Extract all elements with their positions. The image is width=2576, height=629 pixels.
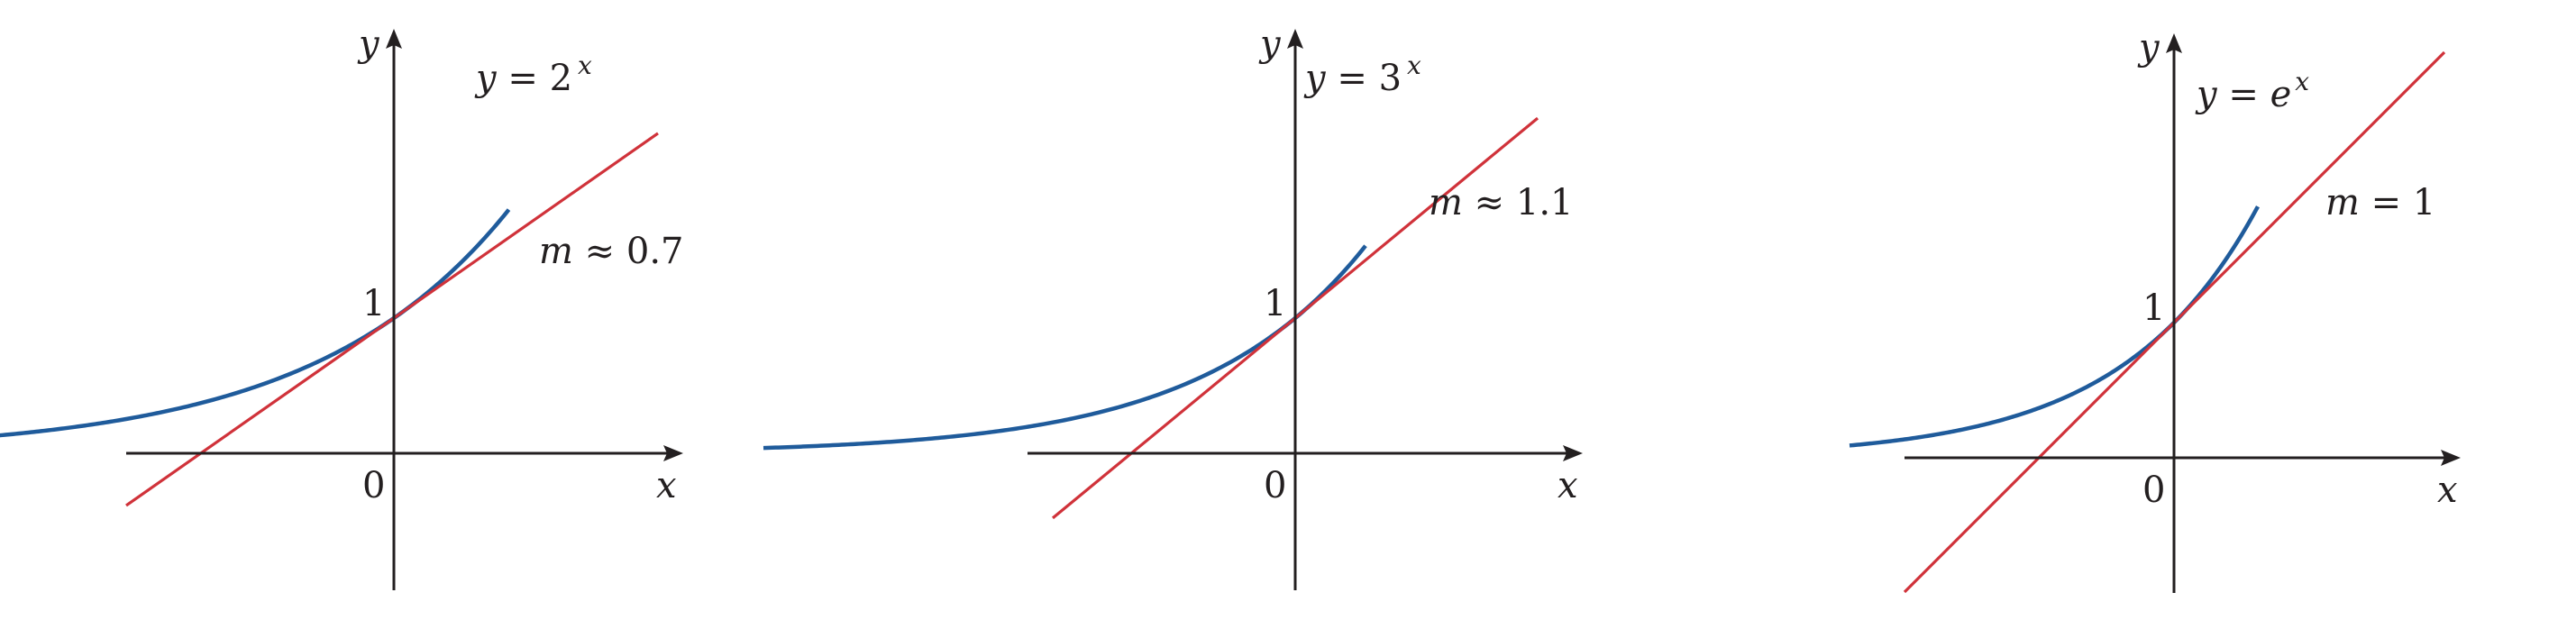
intercept-label: 1 (1264, 283, 1286, 324)
origin-label: 0 (362, 465, 385, 506)
x-axis-arrow-icon (663, 445, 683, 461)
x-axis-label: x (2437, 469, 2458, 511)
slope-label: m = 1 (2325, 182, 2435, 223)
y-axis-arrow-icon (386, 29, 402, 49)
slope-label: m ≈ 0.7 (539, 231, 684, 272)
y-axis-arrow-icon (2166, 33, 2182, 53)
exponential-curve (0, 208, 511, 438)
y-axis-label: y (357, 23, 380, 65)
exponential-curve (763, 244, 1367, 451)
y-axis-label: y (2137, 27, 2160, 68)
x-axis-label: x (656, 465, 677, 506)
tangent-line (125, 132, 659, 507)
y-axis-arrow-icon (1287, 29, 1303, 49)
y-axis-label: y (1258, 23, 1282, 65)
slope-label: m ≈ 1.1 (1429, 182, 1574, 223)
origin-label: 0 (2142, 469, 2165, 511)
x-axis-label: x (1557, 465, 1578, 506)
exponential-curve (1849, 205, 2260, 448)
x-axis-arrow-icon (2441, 450, 2461, 466)
origin-label: 0 (1264, 465, 1286, 506)
intercept-label: 1 (2142, 287, 2165, 329)
intercept-label: 1 (362, 283, 385, 324)
x-axis-arrow-icon (1563, 445, 1583, 461)
